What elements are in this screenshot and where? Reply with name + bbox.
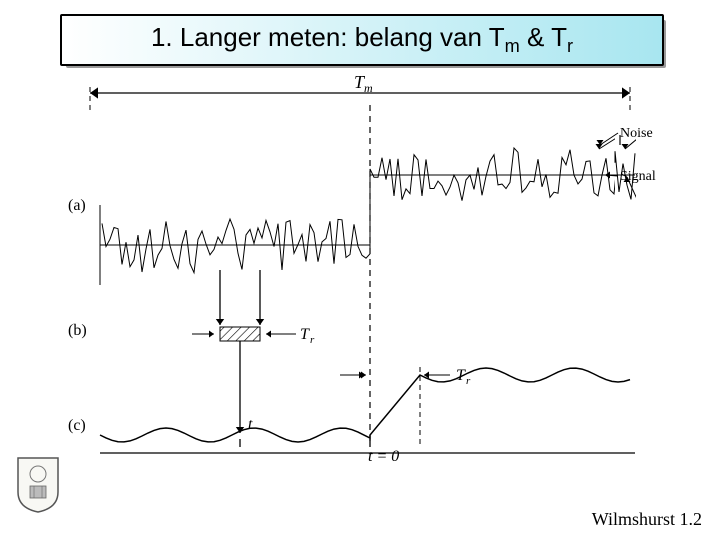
svg-text:t: t <box>248 416 253 433</box>
title-container: 1. Langer meten: belang van Tm & Tr <box>60 14 660 62</box>
svg-text:(b): (b) <box>68 322 87 339</box>
title-mid: & T <box>520 22 567 52</box>
svg-text:(c): (c) <box>68 417 86 434</box>
emblem-icon <box>16 456 60 514</box>
svg-text:Noise: Noise <box>620 126 653 141</box>
caption: Wilmshurst 1.2 <box>592 509 702 530</box>
svg-text:m: m <box>364 81 373 95</box>
title-sub2: r <box>567 37 573 57</box>
svg-text:(a): (a) <box>68 197 86 214</box>
title-text: 1. Langer meten: belang van Tm & Tr <box>151 22 573 57</box>
svg-text:r: r <box>466 375 471 387</box>
svg-text:Signal: Signal <box>620 169 656 184</box>
svg-text:T: T <box>300 326 310 343</box>
svg-text:r: r <box>310 334 315 346</box>
title-box: 1. Langer meten: belang van Tm & Tr <box>60 14 664 66</box>
figure-container: Tm(a)(b)(c)NoiseSignalNoiseSignalNoiseSi… <box>60 75 660 495</box>
title-prefix: 1. Langer meten: belang van T <box>151 22 505 52</box>
svg-text:t = 0: t = 0 <box>368 448 399 465</box>
svg-text:T: T <box>456 367 466 384</box>
title-sub1: m <box>505 37 520 57</box>
figure-svg: Tm(a)(b)(c)NoiseSignalNoiseSignalNoiseSi… <box>60 75 660 495</box>
